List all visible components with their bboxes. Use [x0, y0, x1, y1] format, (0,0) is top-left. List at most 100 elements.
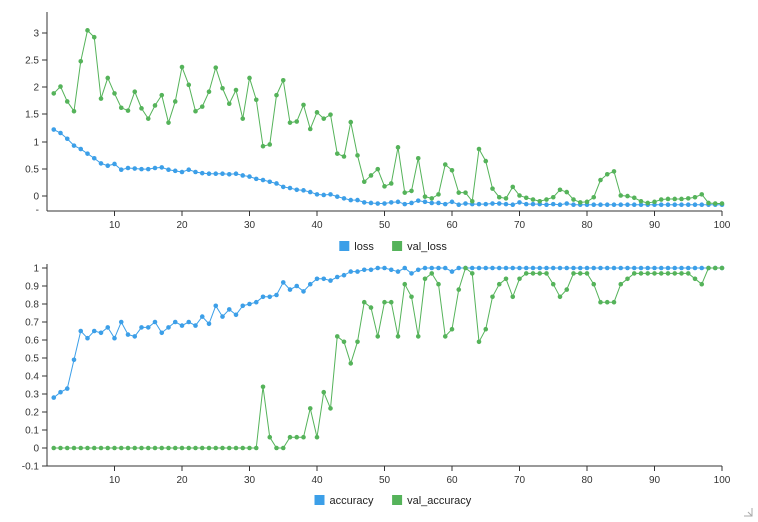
data-point-loss: [429, 200, 435, 206]
data-point-val-loss: [91, 34, 97, 40]
data-point-val-loss: [429, 196, 435, 201]
legend-item-accuracy[interactable]: accuracy: [314, 495, 375, 507]
data-point-loss: [456, 202, 462, 207]
data-point-accuracy: [328, 278, 333, 283]
data-point-val-accuracy: [348, 361, 354, 366]
data-point-loss: [199, 170, 205, 176]
data-point-accuracy: [490, 265, 495, 271]
data-point-val-accuracy: [253, 445, 259, 451]
data-point-val-accuracy: [233, 445, 239, 451]
data-point-val-loss: [618, 193, 624, 198]
data-point-loss: [510, 202, 516, 207]
data-point-loss: [658, 202, 664, 207]
data-point-val-loss: [118, 105, 124, 111]
x-tick-label: 60: [446, 475, 458, 486]
data-point-accuracy: [571, 265, 576, 271]
data-point-accuracy: [348, 269, 354, 274]
y-tick-label-minor: -: [36, 205, 39, 216]
data-point-val-accuracy: [517, 276, 522, 282]
data-point-accuracy: [58, 389, 63, 395]
data-point-loss: [247, 174, 252, 179]
data-point-val-loss: [679, 196, 684, 202]
data-point-val-loss: [463, 190, 468, 195]
data-point-val-accuracy: [523, 271, 529, 276]
data-point-val-loss: [665, 196, 671, 202]
data-point-accuracy: [469, 265, 475, 271]
data-point-loss: [85, 151, 90, 156]
x-tick-label: 100: [714, 220, 731, 231]
data-point-accuracy: [577, 265, 583, 271]
data-point-loss: [78, 146, 84, 152]
legend-item-val-accuracy[interactable]: val_accuracy: [392, 495, 472, 507]
legend-label: loss: [354, 241, 374, 253]
data-point-loss: [220, 171, 225, 177]
data-point-loss: [51, 127, 57, 132]
data-point-val-loss: [64, 99, 70, 104]
data-point-accuracy: [355, 269, 360, 274]
data-point-val-accuracy: [395, 334, 401, 339]
data-point-val-accuracy: [564, 287, 570, 292]
data-point-loss: [294, 187, 300, 193]
data-point-accuracy: [159, 330, 165, 336]
data-point-accuracy: [456, 265, 462, 271]
data-point-accuracy: [287, 287, 293, 292]
data-point-val-accuracy: [186, 445, 192, 451]
data-point-loss: [375, 201, 381, 206]
data-point-val-loss: [577, 200, 583, 205]
data-point-val-loss: [85, 28, 90, 33]
data-point-accuracy: [152, 319, 158, 325]
legend-swatch: [392, 241, 403, 251]
data-point-loss: [388, 200, 394, 205]
data-point-val-accuracy: [409, 294, 414, 300]
data-point-val-loss: [530, 197, 536, 202]
y-tick-label: 0.5: [25, 354, 39, 365]
data-point-val-loss: [206, 89, 212, 95]
data-point-accuracy: [517, 265, 522, 271]
data-point-val-loss: [213, 65, 219, 70]
data-point-val-accuracy: [692, 276, 698, 282]
data-point-val-loss: [314, 110, 320, 115]
data-point-val-loss: [571, 197, 576, 202]
data-point-loss: [598, 202, 603, 207]
series-line-val-accuracy: [53, 267, 722, 449]
data-point-val-loss: [564, 189, 570, 195]
data-point-val-accuracy: [618, 281, 624, 287]
data-point-accuracy: [402, 265, 408, 271]
data-point-loss: [301, 188, 306, 193]
y-tick-label: 0.4: [25, 372, 39, 383]
data-point-val-loss: [267, 142, 273, 147]
data-point-accuracy: [672, 265, 678, 271]
data-point-accuracy: [679, 265, 684, 271]
legend-item-loss[interactable]: loss: [339, 241, 374, 253]
x-tick-label: 60: [446, 220, 458, 231]
data-point-accuracy: [307, 281, 313, 287]
data-point-val-accuracy: [199, 445, 205, 451]
data-point-accuracy: [280, 280, 286, 285]
data-point-val-loss: [294, 119, 300, 124]
data-point-val-loss: [719, 201, 725, 206]
legend-swatch: [314, 495, 325, 505]
data-point-val-accuracy: [415, 334, 421, 339]
data-point-val-loss: [422, 194, 428, 199]
data-point-val-accuracy: [172, 445, 178, 451]
data-point-accuracy: [631, 265, 637, 271]
data-point-val-loss: [240, 116, 246, 121]
data-point-accuracy: [193, 323, 198, 328]
data-point-val-accuracy: [557, 294, 563, 300]
data-point-loss: [159, 165, 165, 170]
data-point-loss: [544, 202, 549, 207]
data-point-val-loss: [523, 195, 529, 201]
data-point-loss: [226, 171, 232, 177]
resize-handle-icon[interactable]: [744, 508, 753, 517]
data-point-val-accuracy: [307, 406, 313, 411]
data-point-accuracy: [368, 267, 374, 273]
data-point-val-accuracy: [490, 294, 495, 300]
data-point-val-accuracy: [429, 271, 435, 276]
data-point-accuracy: [139, 325, 144, 330]
legend-item-val-loss[interactable]: val_loss: [392, 241, 447, 253]
data-point-val-loss: [280, 77, 286, 83]
data-point-val-accuracy: [422, 276, 428, 282]
data-point-accuracy: [274, 292, 279, 298]
data-point-val-loss: [706, 200, 711, 206]
data-point-loss: [679, 202, 684, 207]
